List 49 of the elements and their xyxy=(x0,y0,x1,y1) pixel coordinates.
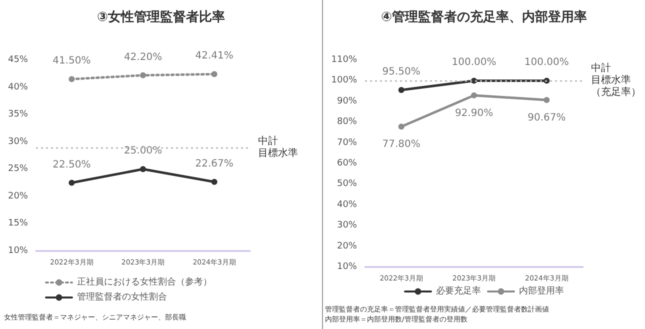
point xyxy=(68,76,75,82)
data-label: 100.00% xyxy=(524,57,569,68)
ref-line-label: 中計目標水準 xyxy=(258,134,298,159)
y-tick-label: 10% xyxy=(8,246,28,256)
y-tick-label: 15% xyxy=(8,218,28,229)
y-tick-label: 20% xyxy=(336,241,358,252)
point xyxy=(544,97,550,104)
y-tick-label: 40% xyxy=(8,82,28,92)
y-tick-label: 50% xyxy=(336,179,358,190)
data-label: 22.67% xyxy=(195,158,234,170)
point xyxy=(140,72,146,78)
data-label: 92.90% xyxy=(454,108,494,119)
legend-label: 必要充足率 xyxy=(436,286,481,296)
data-label: 90.67% xyxy=(528,112,566,124)
y-tick-label: 35% xyxy=(8,110,28,120)
y-tick-label: 70% xyxy=(336,138,358,148)
ref-line-label: 中計目標水準（充足率） xyxy=(591,62,641,98)
data-label: 41.50% xyxy=(52,56,91,67)
y-tick-label: 25% xyxy=(8,164,28,174)
legend-label: 管理監督者の女性割合 xyxy=(77,292,167,302)
data-label: 100.00% xyxy=(452,57,496,68)
y-tick-label: 30% xyxy=(336,220,358,231)
y-tick-label: 20% xyxy=(8,191,28,202)
y-tick-label: 30% xyxy=(8,136,28,147)
y-tick-label: 60% xyxy=(336,158,358,168)
y-tick-label: 10% xyxy=(336,262,358,272)
y-tick-label: 40% xyxy=(336,200,358,210)
data-label: 42.20% xyxy=(124,52,162,63)
point xyxy=(68,180,75,186)
y-tick-label: 90% xyxy=(336,96,358,106)
data-label: 95.50% xyxy=(382,66,420,78)
data-label: 25.00% xyxy=(124,146,162,157)
data-label: 22.50% xyxy=(52,159,91,170)
y-tick-label: 100% xyxy=(331,76,358,86)
data-label: 77.80% xyxy=(382,139,420,150)
chart-title: ③女性管理監督者比率 xyxy=(96,9,226,25)
y-tick-label: 110% xyxy=(331,55,358,65)
point xyxy=(211,71,218,78)
point xyxy=(398,124,404,130)
data-label: 42.41% xyxy=(195,50,234,62)
point xyxy=(398,87,404,94)
point xyxy=(140,166,146,172)
point xyxy=(471,92,477,98)
chart-title: ④管理監督者の充足率、内部登用率 xyxy=(380,9,588,25)
y-tick-label: 45% xyxy=(8,55,28,65)
legend-label: 内部登用率 xyxy=(519,286,564,296)
y-tick-label: 80% xyxy=(336,117,358,128)
point xyxy=(211,178,218,185)
legend-label: 正社員における女性割合（参考） xyxy=(77,276,212,288)
